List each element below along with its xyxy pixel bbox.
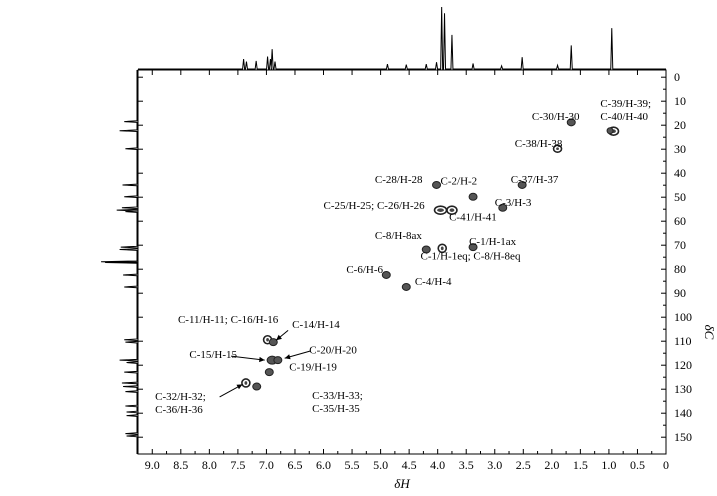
cross-peak: [498, 203, 508, 212]
peak-annotations: C-39/H-39;C-40/H-40 C-30/H-30 C-38/H-38 C-2…: [155, 98, 651, 416]
y-tick-label: 70: [674, 238, 686, 252]
peak-annotation: C-19/H-19: [289, 362, 337, 374]
cross-peak-core: [449, 208, 455, 212]
top-spectrum-frame: [138, 4, 666, 70]
cross-peak: [381, 270, 391, 279]
x-tick-label: 6.5: [287, 458, 302, 472]
x-tick-label: 2.0: [544, 458, 559, 472]
y-tick-label: 150: [674, 430, 692, 444]
peak-annotation: C-11/H-11; C-16/H-16: [178, 314, 279, 326]
peak-annotation: C-14/H-14: [292, 319, 340, 331]
carbon-1d-spectrum: [101, 70, 138, 454]
x-tick-label: 5.0: [373, 458, 388, 472]
peak-annotation: C-1/H-1eq; C-8/H-8eq: [421, 251, 521, 263]
x-tick-label: 7.0: [259, 458, 274, 472]
cross-peak-core: [440, 246, 444, 251]
x-tick-label: 9.0: [145, 458, 160, 472]
cross-peaks: [241, 118, 620, 391]
x-tick-label: 4.5: [402, 458, 417, 472]
peak-annotation: C-30/H-30: [532, 111, 580, 123]
peak-annotation: C-25/H-25; C-26/H-26: [324, 200, 426, 212]
cross-peak: [566, 118, 576, 127]
y-tick-label: 140: [674, 406, 692, 420]
peak-annotation: C-8/H-8ax: [375, 230, 423, 242]
peak-annotation: C-39/H-39;: [600, 98, 651, 110]
proton-1d-spectrum: [138, 6, 666, 70]
cross-peak: [401, 282, 411, 291]
annotation-arrows: [219, 330, 311, 398]
y-tick-label: 120: [674, 358, 692, 372]
y-tick-label: 30: [674, 142, 686, 156]
x-tick-label: 8.5: [173, 458, 188, 472]
y-tick-label: 50: [674, 190, 686, 204]
x-tick-label: 2.5: [516, 458, 531, 472]
y-tick-label: 0: [674, 70, 680, 84]
y-axis-title: δC: [702, 325, 717, 340]
x-tick-label: 1.0: [601, 458, 616, 472]
cross-peak: [468, 192, 478, 201]
cross-peak-core: [556, 147, 559, 151]
x-tick-label: 4.0: [430, 458, 445, 472]
x-tick-label: 0.5: [630, 458, 645, 472]
peak-annotation: C-32/H-32;: [155, 391, 206, 403]
annotation-arrow-head: [284, 354, 291, 360]
cross-peak-core: [244, 381, 248, 385]
cross-peak: [252, 382, 262, 391]
y-tick-label: 40: [674, 166, 686, 180]
peak-annotation: C-28/H-28: [375, 174, 423, 186]
annotation-arrow-head: [276, 334, 282, 341]
y-tick-label: 60: [674, 214, 686, 228]
cross-peak: [273, 356, 283, 365]
cross-peak: [517, 180, 527, 189]
annotation-arrow-head: [236, 384, 243, 390]
y-tick-label: 130: [674, 382, 692, 396]
x-tick-label: 8.0: [202, 458, 217, 472]
peak-annotation: C-6/H-6: [346, 264, 383, 276]
peak-annotation: C-40/H-40: [600, 111, 648, 123]
y-tick-label: 80: [674, 262, 686, 276]
peak-annotation: C-20/H-20: [309, 344, 357, 356]
annotation-arrow-line: [230, 355, 265, 361]
peak-annotation: C-38/H-38: [515, 138, 563, 150]
peak-annotation: C-15/H-15: [189, 349, 237, 361]
peak-annotation: C-37/H-37: [511, 174, 559, 186]
peak-annotation: C-4/H-4: [415, 276, 452, 288]
y-axis-ticks: 0 10 20 30 40 50 60 70 80 90 100 110 120 130 140 150: [138, 70, 692, 444]
cross-peak: [432, 180, 442, 189]
x-tick-label: 0: [663, 458, 669, 472]
x-axis-ticks: 9.0 8.5 8.0 7.5 7.0 6.5 6.0 5.5 5.0 4.5 4.0 3.5 3.0 2…: [145, 70, 669, 472]
peak-annotation: C-41/H-41: [449, 211, 497, 223]
plot-area: [137, 69, 667, 455]
cross-peak: [468, 243, 478, 252]
peak-annotation: C-35/H-35: [312, 403, 360, 415]
cross-peak-core: [437, 208, 444, 212]
x-tick-label: 5.5: [345, 458, 360, 472]
x-tick-label: 6.0: [316, 458, 331, 472]
y-tick-label: 90: [674, 286, 686, 300]
x-tick-label: 7.5: [230, 458, 245, 472]
peak-annotation: C-1/H-1ax: [469, 236, 517, 248]
cross-peak: [268, 338, 278, 347]
y-tick-label: 110: [674, 334, 692, 348]
peak-annotation: C-33/H-33;: [312, 390, 363, 402]
cross-peak: [606, 127, 614, 135]
peak-annotation: C-36/H-36: [155, 404, 203, 416]
y-tick-label: 100: [674, 310, 692, 324]
peak-annotation: C-2/H-2: [441, 176, 478, 188]
peak-annotation: C-3/H-3: [495, 197, 532, 209]
annotation-arrow-head: [259, 356, 265, 363]
y-tick-label: 20: [674, 118, 686, 132]
x-tick-label: 3.0: [487, 458, 502, 472]
x-axis-title: δH: [394, 476, 410, 491]
y-tick-label: 10: [674, 94, 686, 108]
x-tick-label: 1.5: [573, 458, 588, 472]
x-tick-label: 3.5: [459, 458, 474, 472]
cross-peak: [264, 368, 274, 377]
cross-peak-core: [266, 337, 269, 342]
cross-peak: [421, 245, 431, 254]
